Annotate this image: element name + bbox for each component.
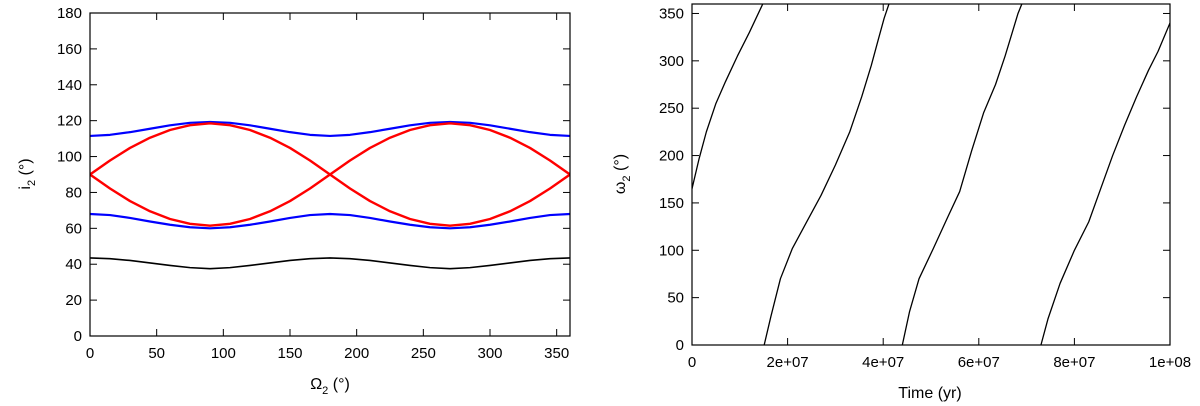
axis-label-subscript: 2 (26, 180, 38, 186)
x-tick-label: 100 (211, 345, 236, 362)
x-tick-label: 8e+07 (1053, 354, 1095, 371)
y-tick-label: 350 (659, 5, 684, 22)
series-line-3 (1040, 22, 1170, 345)
y-tick-label: 160 (57, 41, 82, 58)
axis-label-main: i (17, 186, 34, 190)
plot-frame (89, 12, 571, 337)
y-tick-label: 150 (659, 195, 684, 212)
y-tick-label: 300 (659, 53, 684, 70)
y-tick-label: 60 (65, 220, 82, 237)
y-tick-label: 180 (57, 5, 82, 22)
series-line-4 (90, 257, 570, 270)
y-tick-label: 0 (74, 328, 82, 345)
series-line-0 (90, 120, 570, 138)
series-group (90, 120, 570, 270)
plot-frame (691, 3, 1171, 346)
x-tick-label: 50 (148, 345, 165, 362)
y-tick-label: 40 (65, 256, 82, 273)
y-tick-label: 80 (65, 184, 82, 201)
y-tick-label: 20 (65, 292, 82, 309)
series-group (692, 4, 1170, 345)
x-tick-label: 300 (477, 345, 502, 362)
axis-label-main: ω (612, 182, 629, 195)
y-tick-label: 120 (57, 113, 82, 130)
y-tick-label: 200 (659, 148, 684, 165)
inclination-vs-node-chart: 0 50 100 150 200 250 300 350 0 20 40 60 80 100 120 140 1… (17, 5, 571, 397)
y-axis-label: ω2 (°) (612, 154, 633, 194)
y-tick-label: 140 (57, 77, 82, 94)
x-tick-label: 1e+08 (1149, 354, 1191, 371)
x-tick-label: 4e+07 (862, 354, 904, 371)
x-axis-label: Ω2 (°) (310, 376, 350, 397)
y-tick-label: 100 (57, 149, 82, 166)
series-line-1 (763, 4, 890, 345)
series-line-3 (90, 122, 570, 227)
argument-vs-time-chart: 0 2e+07 4e+07 6e+07 8e+07 1e+08 0 50 100 150 200 25… (612, 3, 1191, 402)
x-tick-label: 150 (277, 345, 302, 362)
x-tick-label: 0 (86, 345, 94, 362)
x-tick-label: 350 (544, 345, 569, 362)
y-tick-label: 100 (659, 242, 684, 259)
axis-label-unit: (°) (612, 154, 629, 176)
y-axis-label: i2 (°) (17, 158, 38, 189)
axis-label-main: Ω (310, 376, 322, 393)
series-line-0 (692, 4, 764, 189)
y-tick-label: 0 (676, 337, 684, 354)
y-tick-label: 250 (659, 100, 684, 117)
x-tick-label: 2e+07 (767, 354, 809, 371)
axis-label-subscript: 2 (621, 175, 633, 181)
axis-label-subscript: 2 (322, 385, 328, 397)
series-line-1 (90, 212, 570, 230)
x-tick-label: 6e+07 (958, 354, 1000, 371)
x-tick-label: 250 (411, 345, 436, 362)
axis-label-unit: (°) (328, 376, 350, 393)
series-line-2 (901, 4, 1023, 345)
x-tick-label: 0 (688, 354, 696, 371)
y-tick-label: 50 (667, 290, 684, 307)
axis-label-unit: (°) (17, 158, 34, 180)
x-tick-label: 200 (344, 345, 369, 362)
x-axis-label: Time (yr) (898, 385, 961, 402)
